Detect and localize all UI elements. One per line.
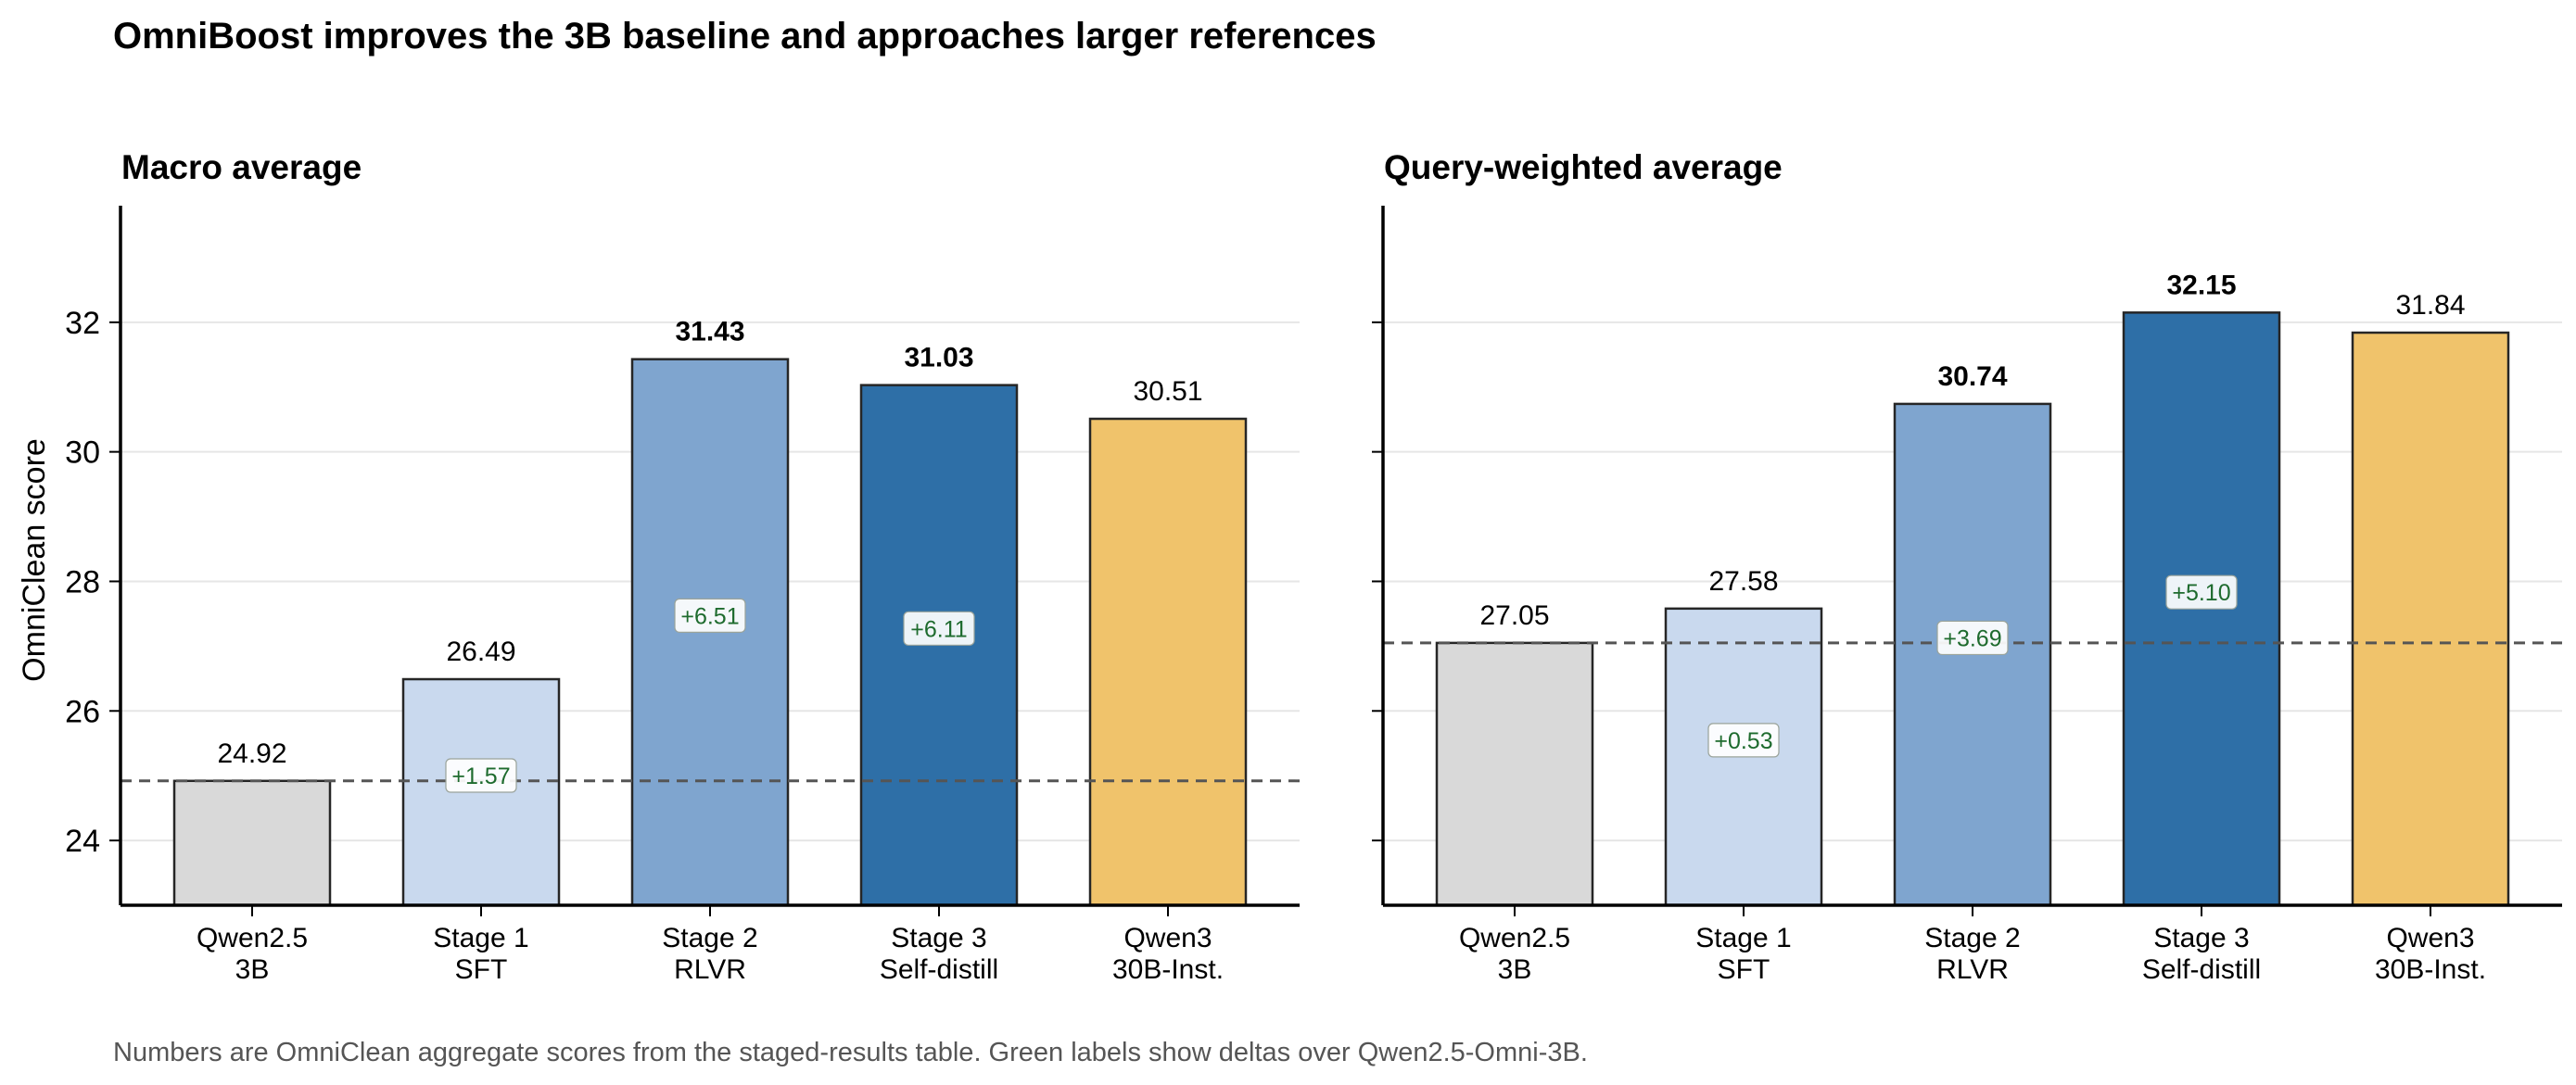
x-tick-label: Stage 3 <box>891 923 986 953</box>
x-tick-label: Stage 1 <box>433 923 528 953</box>
x-tick-label: Qwen3 <box>2386 923 2474 953</box>
value-label: 30.51 <box>1133 376 1202 407</box>
y-tick-label: 24 <box>65 824 100 859</box>
panel-title: Macro average <box>121 148 362 186</box>
x-tick-label: SFT <box>455 954 508 985</box>
x-tick-label: 3B <box>235 954 270 985</box>
x-tick-label: Qwen2.5 <box>197 923 308 953</box>
x-tick-label: 3B <box>1498 954 1532 985</box>
x-tick-label: Self-distill <box>880 954 998 985</box>
x-tick-label: RLVR <box>674 954 746 985</box>
delta-label: +6.51 <box>680 603 739 629</box>
delta-label-box <box>445 758 517 793</box>
value-label: 32.15 <box>2166 270 2236 300</box>
x-tick-label: SFT <box>1718 954 1770 985</box>
x-tick-label: RLVR <box>1936 954 2009 985</box>
delta-label: +5.10 <box>2172 580 2230 606</box>
delta-label-box <box>1707 723 1780 758</box>
delta-label-box <box>903 611 975 646</box>
x-tick-label: Qwen3 <box>1123 923 1212 953</box>
value-label: 31.84 <box>2395 290 2465 321</box>
y-tick-label: 30 <box>65 435 100 471</box>
value-label: 26.49 <box>446 637 515 667</box>
value-label: 30.74 <box>1937 361 2007 392</box>
value-label: 27.58 <box>1708 566 1778 597</box>
delta-label: +6.11 <box>910 616 967 642</box>
panel-macro: Macro average 24.92 Qwen2.53B 26.49 +1.57 Sta… <box>17 148 1300 985</box>
x-tick-label: Stage 1 <box>1695 923 1791 953</box>
bar <box>172 779 332 907</box>
x-tick-label: Stage 2 <box>1924 923 2020 953</box>
y-tick-label: 28 <box>65 564 100 599</box>
x-tick-label: 30B-Inst. <box>2375 954 2486 985</box>
figure-caption: Numbers are OmniClean aggregate scores f… <box>113 1038 1588 1067</box>
x-tick-label: Stage 2 <box>662 923 757 953</box>
value-label: 31.03 <box>904 343 973 373</box>
delta-label-box <box>1936 620 2009 656</box>
value-label: 24.92 <box>217 738 286 769</box>
figure-title: OmniBoost improves the 3B baseline and a… <box>113 16 1377 57</box>
bar <box>1435 641 1594 907</box>
value-label: 27.05 <box>1479 600 1549 631</box>
x-tick-label: Qwen2.5 <box>1459 923 1570 953</box>
panel-title: Query-weighted average <box>1384 148 1783 186</box>
bar <box>1088 417 1248 907</box>
panel-query-weighted: Query-weighted average 27.05 Qwen2.53B 27.5… <box>1372 148 2562 985</box>
bar <box>2351 331 2510 907</box>
y-axis-label: OmniClean score <box>17 438 52 682</box>
delta-label: +3.69 <box>1943 625 2001 651</box>
x-tick-label: 30B-Inst. <box>1112 954 1224 985</box>
delta-label-box <box>674 598 746 633</box>
x-tick-label: Stage 3 <box>2153 923 2249 953</box>
y-tick-label: 26 <box>65 694 100 729</box>
value-label: 31.43 <box>675 317 744 347</box>
delta-label: +1.57 <box>451 763 510 789</box>
delta-label-box <box>2165 574 2238 610</box>
x-tick-label: Self-distill <box>2142 954 2261 985</box>
delta-label: +0.53 <box>1714 728 1772 754</box>
y-tick-label: 32 <box>65 306 100 341</box>
